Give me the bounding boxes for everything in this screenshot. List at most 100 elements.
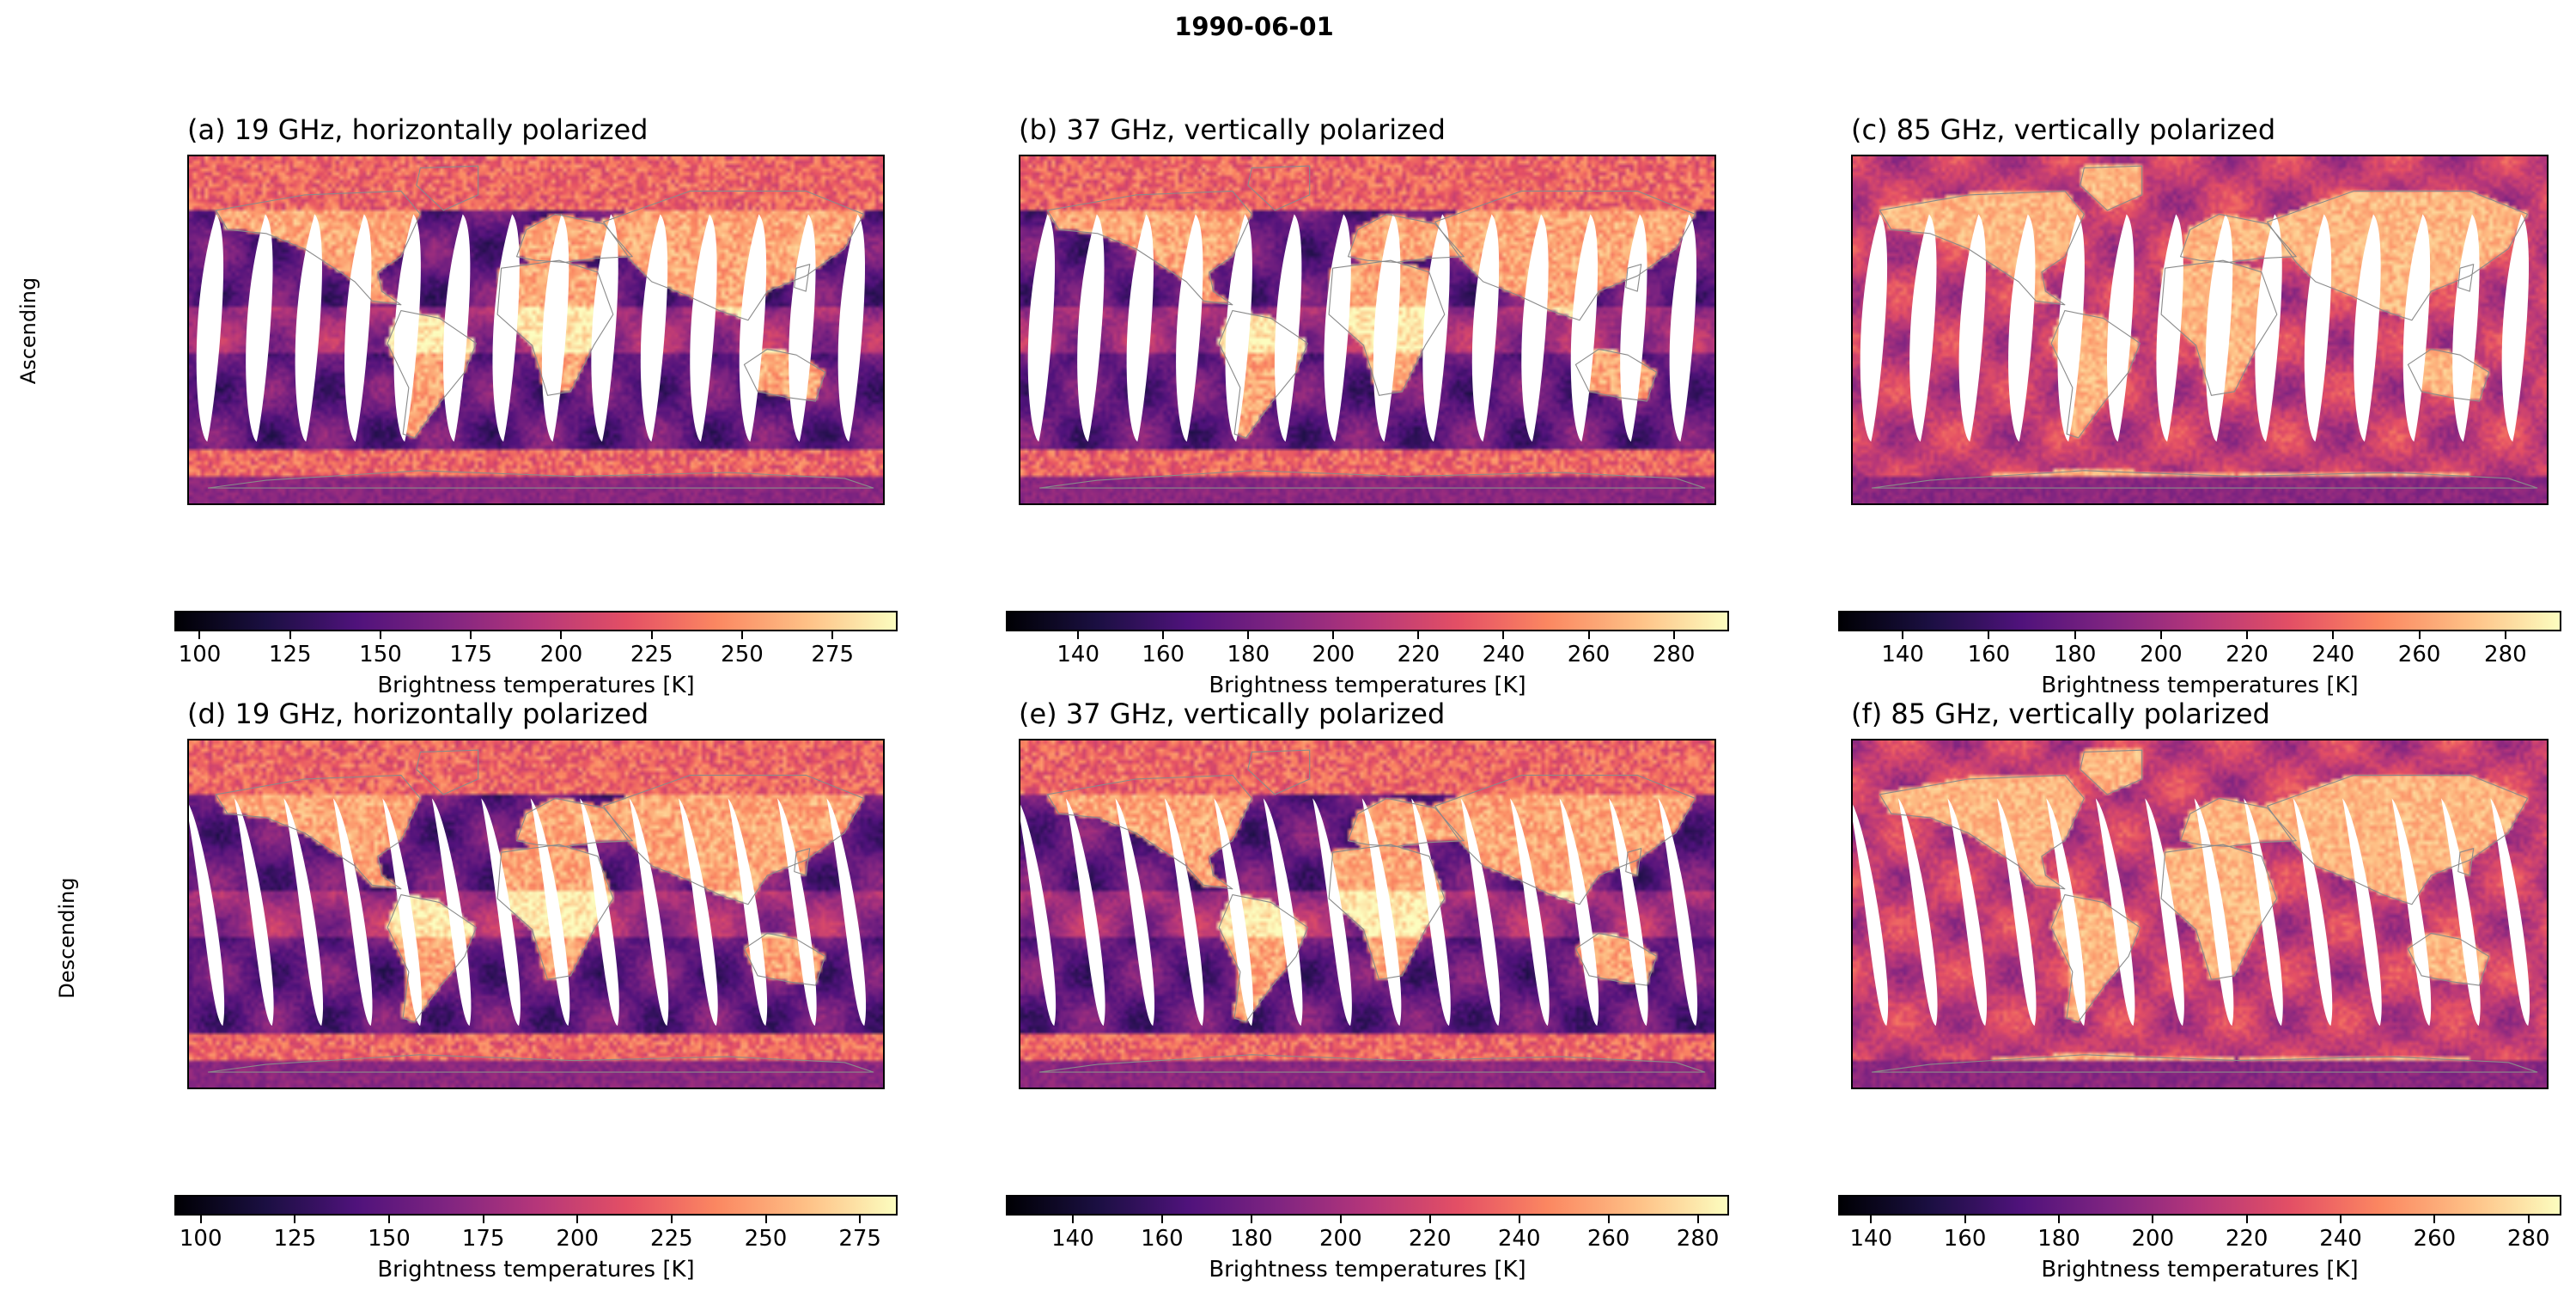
swath-gap: [1373, 214, 1401, 442]
swath-gap: [2304, 214, 2332, 442]
panel-e-brightness-field: [1020, 740, 1714, 1088]
coastline: [1329, 260, 1445, 395]
coastline: [1329, 844, 1445, 979]
swath-gap: [1958, 214, 1986, 442]
swath-gap: [777, 798, 817, 1027]
coastline: [1047, 775, 1251, 888]
colorbar-tick: [2332, 631, 2335, 639]
swath-gap: [2293, 798, 2333, 1027]
panel-f-map: [1851, 739, 2549, 1089]
panel-f-coastlines: [1872, 750, 2536, 1072]
panel-f-title: (f) 85 GHz, vertically polarized: [1851, 698, 2270, 730]
coastline: [2181, 798, 2297, 846]
colorbar-tick: [1696, 1216, 1699, 1223]
coastline: [604, 191, 864, 320]
row-label-ascending: Ascending: [16, 277, 40, 385]
swath-gap: [442, 214, 471, 442]
colorbar-tick: [1071, 1216, 1074, 1223]
swath-gap: [295, 214, 322, 442]
colorbar-tick: [2433, 1216, 2436, 1223]
coastline: [517, 798, 633, 846]
colorbar-tick-label: 260: [1586, 1226, 1630, 1252]
swath-gap: [283, 798, 324, 1027]
colorbar-tick-label: 180: [1227, 642, 1270, 667]
colorbar-tick: [576, 1216, 579, 1223]
panel-f-swath-gaps: [1853, 798, 2530, 1027]
panel-d-colorbar: [174, 1195, 898, 1216]
swath-gap: [234, 798, 274, 1027]
panel-c-brightness-field: [1853, 156, 2547, 503]
swath-gap: [196, 214, 224, 442]
swath-gap: [640, 214, 668, 442]
coastline: [2268, 775, 2528, 904]
swath-gap: [1909, 214, 1937, 442]
coastline: [1039, 471, 1704, 488]
colorbar-tick-label: 175: [461, 1226, 505, 1252]
colorbar-tick: [1077, 631, 1080, 639]
panel-d-swath-gaps: [189, 798, 867, 1027]
swath-gap: [2501, 214, 2530, 442]
panel-e-heatmap: [1020, 740, 1714, 1088]
panel-b-coastlines: [1039, 166, 1704, 488]
colorbar-tick: [1672, 631, 1675, 639]
coastline: [387, 311, 476, 438]
coastline: [1047, 191, 1251, 304]
colorbar-tick: [379, 631, 381, 639]
coastline: [744, 349, 825, 401]
coastline: [1575, 349, 1656, 401]
coastline: [208, 1055, 873, 1072]
coastline: [1872, 471, 2536, 488]
swath-gap: [1077, 214, 1105, 442]
coastline: [1349, 798, 1465, 846]
swath-gap: [1274, 214, 1302, 442]
panel-d-brightness-field: [189, 740, 883, 1088]
panel-e-colorbar: [1006, 1195, 1729, 1216]
colorbar-tick-label: 225: [650, 1226, 693, 1252]
colorbar-tick-label: 160: [1142, 642, 1185, 667]
swath-gap: [1996, 798, 2037, 1027]
colorbar-tick-label: 280: [2506, 1226, 2550, 1252]
swath-gap: [431, 798, 472, 1027]
colorbar-tick: [387, 1216, 390, 1223]
colorbar-tick-label: 125: [273, 1226, 317, 1252]
swath-gap: [382, 798, 422, 1027]
coastline: [1879, 775, 2084, 888]
swath-gap: [189, 804, 225, 1027]
colorbar-tick-label: 175: [449, 642, 493, 667]
colorbar-tick: [294, 1216, 296, 1223]
figure-title: 1990-06-01: [1174, 12, 1334, 41]
colorbar-tick-label: 240: [2319, 1226, 2362, 1252]
colorbar-tick-label: 260: [2397, 642, 2441, 667]
swath-gap: [344, 214, 372, 442]
colorbar-tick: [470, 631, 472, 639]
swath-gap: [580, 798, 619, 1027]
colorbar-tick-label: 180: [2053, 642, 2097, 667]
colorbar-tick-label: 150: [368, 1226, 411, 1252]
colorbar-tick: [670, 1216, 673, 1223]
colorbar-tick: [1870, 1216, 1873, 1223]
swath-gap: [2490, 798, 2530, 1027]
swath-gap: [246, 214, 273, 442]
panel-c-coastlines: [1872, 166, 2536, 488]
swath-gap: [2402, 214, 2431, 442]
colorbar-tick: [1428, 1216, 1431, 1223]
swath-gap: [2342, 798, 2382, 1027]
coastline: [1872, 1055, 2536, 1072]
coastline: [216, 775, 420, 888]
colorbar-tick-label: 200: [539, 642, 583, 667]
panel-a-brightness-field: [189, 156, 883, 503]
coastline: [1248, 166, 1310, 210]
colorbar-tick: [740, 631, 743, 639]
colorbar-tick: [289, 631, 291, 639]
swath-gap: [1510, 798, 1550, 1027]
swath-gap: [393, 214, 421, 442]
swath-gap: [2046, 798, 2086, 1027]
colorbar-tick: [1417, 631, 1420, 639]
swath-gap: [1853, 804, 1889, 1027]
panel-b-brightness-field: [1020, 156, 1714, 503]
panel-b-colorbar: [1006, 611, 1729, 631]
colorbar-tick: [831, 631, 834, 639]
colorbar-tick: [199, 1216, 202, 1223]
panel-f-colorbar-label: Brightness temperatures [K]: [2041, 1257, 2359, 1283]
coastline: [1879, 191, 2084, 304]
